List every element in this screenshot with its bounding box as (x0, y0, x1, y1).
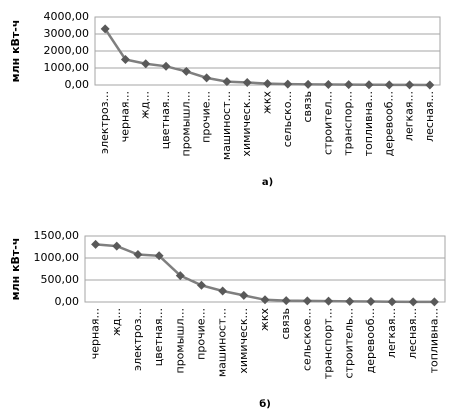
x-tick-label: черная... (89, 308, 102, 359)
marker (196, 280, 206, 290)
x-tick-label: химическ... (237, 308, 250, 374)
x-tick-label: строитель... (343, 308, 356, 379)
marker (120, 55, 130, 64)
y-tick-label: 0,00 (65, 78, 90, 91)
marker (366, 297, 376, 307)
caption: б) (259, 398, 271, 410)
y-axis-title: млн кВт-ч (9, 238, 22, 301)
y-tick-label: 1000,00 (44, 61, 90, 74)
plot-frame (84, 235, 446, 303)
y-tick-label: 3000,00 (44, 27, 90, 40)
x-tick-label: деревооб... (382, 91, 395, 156)
marker (302, 296, 312, 306)
marker (323, 79, 333, 89)
x-tick-label: жкх (258, 308, 271, 332)
x-tick-label: машиност... (220, 91, 233, 160)
marker (161, 61, 171, 71)
y-axis-title: млн кВт-ч (9, 20, 22, 83)
y-tick-label: 2000,00 (44, 44, 90, 57)
marker (281, 296, 291, 306)
x-tick-label: прочие... (194, 308, 207, 360)
x-tick-label: цветная... (152, 308, 165, 366)
line (104, 28, 430, 87)
x-tick-label: легкая... (403, 91, 416, 141)
x-tick-label: прочие... (200, 91, 213, 143)
marker (387, 297, 397, 307)
marker (242, 77, 252, 87)
x-tick-label: сельское... (300, 308, 313, 371)
marker (263, 79, 272, 89)
line (95, 243, 435, 304)
marker (408, 297, 418, 307)
marker (91, 239, 101, 249)
x-tick-label: сельско... (281, 91, 294, 147)
x-tick-label: транспорт... (322, 308, 335, 379)
marker (405, 80, 415, 90)
x-tick-label: электроз... (131, 308, 144, 371)
marker (303, 79, 313, 89)
x-tick-label: строител... (321, 91, 334, 155)
x-tick-label: промышл... (179, 91, 192, 156)
y-tick-label: 500,00 (41, 273, 80, 286)
marker (202, 73, 212, 83)
marker (112, 241, 122, 251)
marker (218, 286, 228, 296)
marker (141, 59, 151, 69)
x-tick-label: транспор... (342, 91, 355, 156)
marker (364, 80, 374, 90)
marker (425, 80, 435, 90)
x-tick-label: лесная... (423, 91, 436, 142)
x-tick-label: химическ... (240, 91, 253, 157)
y-tick-label: 4000,00 (44, 10, 90, 23)
marker (324, 296, 334, 306)
x-tick-label: связь (301, 91, 314, 122)
marker (175, 271, 185, 281)
marker (181, 66, 191, 76)
marker (384, 80, 394, 90)
marker (345, 296, 355, 306)
marker (429, 297, 439, 307)
y-tick-label: 1500,00 (34, 229, 80, 242)
x-tick-label: промышл... (173, 308, 186, 373)
x-tick-label: машиност... (216, 308, 229, 377)
marker (260, 295, 270, 305)
x-tick-label: легкая... (385, 308, 398, 358)
x-tick-label: черная... (118, 91, 131, 142)
x-tick-label: деревооб... (364, 308, 377, 373)
marker (344, 80, 354, 90)
y-tick-label: 1000,00 (34, 251, 80, 264)
x-tick-label: цветная... (159, 91, 172, 149)
x-tick-label: топливна... (362, 91, 375, 156)
x-tick-label: жкх (261, 91, 274, 115)
x-tick-label: связь (279, 308, 292, 339)
x-tick-label: лесная... (406, 308, 419, 359)
marker (154, 251, 164, 261)
x-tick-label: электроз... (98, 91, 111, 154)
marker (283, 79, 293, 89)
x-tick-label: жд... (110, 308, 123, 336)
marker (133, 249, 143, 259)
x-tick-label: жд... (139, 91, 152, 119)
y-tick-label: 0,00 (55, 295, 80, 308)
marker (222, 77, 232, 87)
marker (100, 24, 110, 34)
x-tick-label: топливна... (427, 308, 440, 373)
caption: а) (262, 177, 273, 188)
marker (239, 290, 249, 300)
